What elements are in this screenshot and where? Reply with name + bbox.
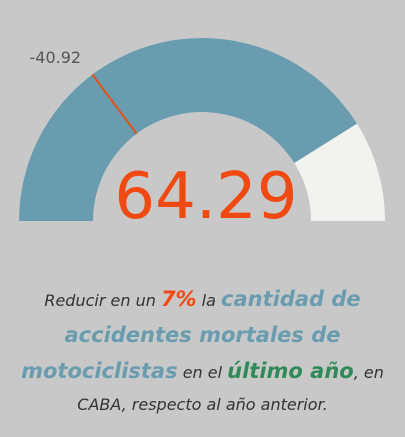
caption-line-2: accidentes mortales de (4, 318, 401, 354)
caption-text-2: la (196, 291, 222, 310)
gauge-fill (18, 37, 357, 221)
caption-text-5: CABA, respecto al año anterior. (77, 395, 328, 414)
gauge-target-marker (91, 73, 138, 135)
caption-highlight-3: motociclistas (21, 359, 178, 383)
caption-line-1: Reducir en un 7% la cantidad de (4, 282, 401, 318)
caption-line-4: CABA, respecto al año anterior. (4, 390, 401, 420)
gauge-target-label: -40.92 (30, 48, 82, 67)
caption-highlight-2: accidentes mortales de (64, 323, 341, 347)
caption-percentage: 7% (160, 287, 197, 311)
caption-text-3: en el (177, 363, 228, 382)
gauge-chart: -40.92 64.29 (18, 37, 385, 234)
caption-highlight-4: último año (227, 359, 354, 383)
caption-text-1: Reducir en un (44, 291, 161, 310)
caption-highlight-1: cantidad de (221, 287, 361, 311)
goal-caption: Reducir en un 7% la cantidad de accident… (4, 282, 401, 420)
caption-line-3: motociclistas en el último año, en (4, 354, 401, 390)
caption-text-4: , en (353, 363, 384, 382)
gauge-value: 64.29 (114, 160, 297, 234)
